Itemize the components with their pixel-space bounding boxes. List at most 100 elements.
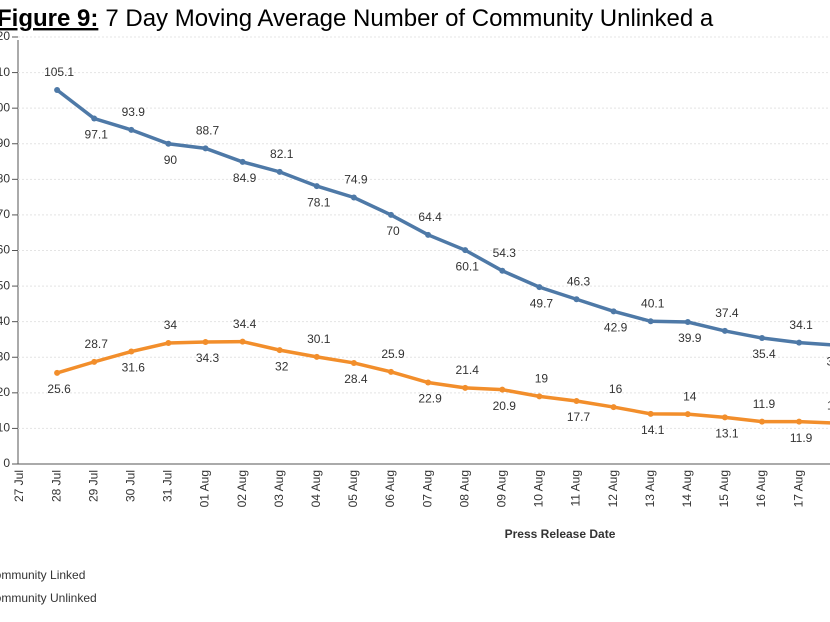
data-label: 17.7: [567, 410, 591, 424]
data-label: 11.9: [753, 397, 776, 411]
point: [462, 247, 469, 254]
chart-title: Figure 9: 7 Day Moving Average Number of …: [0, 5, 714, 32]
data-label: 14: [683, 389, 697, 403]
x-tick-label: 13 Aug: [643, 470, 657, 507]
point: [721, 414, 728, 421]
x-tick-label: 03 Aug: [272, 470, 286, 507]
point: [54, 369, 61, 376]
y-tick-label: 110: [0, 65, 10, 79]
data-label: 42.9: [604, 321, 628, 335]
data-label: 82.1: [270, 147, 294, 161]
point: [536, 393, 543, 400]
data-label: 49.7: [530, 296, 554, 310]
point: [313, 183, 320, 190]
point: [684, 411, 691, 418]
point: [796, 339, 803, 346]
data-label: 32: [275, 359, 289, 373]
data-label: 25.9: [381, 347, 405, 361]
data-label: 54.3: [493, 246, 517, 260]
data-label: 90: [164, 153, 178, 167]
x-tick-label: 07 Aug: [420, 470, 434, 507]
x-tick-label: 02 Aug: [235, 470, 249, 507]
x-tick-label: 30 Jul: [123, 470, 137, 502]
point: [573, 296, 580, 303]
point: [91, 115, 98, 122]
point: [128, 126, 135, 133]
x-tick-label: 11 Aug: [569, 470, 583, 506]
point: [425, 231, 432, 238]
point: [313, 353, 320, 360]
x-tick-label: 01 Aug: [198, 470, 212, 507]
y-tick-label: 0: [3, 456, 10, 470]
point: [54, 87, 61, 94]
point: [239, 338, 246, 345]
data-label: 13.1: [715, 427, 739, 441]
point: [350, 359, 357, 366]
data-label: 34.3: [196, 351, 220, 365]
point: [276, 168, 283, 175]
y-tick-label: 20: [0, 385, 10, 399]
legend-label: Community Linked: [0, 568, 85, 582]
x-tick-label: 27 Jul: [12, 470, 26, 502]
data-label: 22.9: [418, 392, 442, 406]
y-tick-label: 70: [0, 207, 10, 221]
x-tick-label: 29 Jul: [86, 470, 100, 502]
point: [128, 348, 135, 355]
data-label: 35.4: [752, 347, 776, 361]
data-label: 39.9: [678, 331, 702, 345]
y-tick-label: 90: [0, 136, 10, 150]
data-label: 34: [164, 318, 178, 332]
y-tick-label: 80: [0, 172, 10, 186]
data-label: 37.4: [715, 306, 739, 320]
data-label: 19: [535, 372, 549, 386]
point: [759, 418, 765, 425]
point: [796, 418, 803, 425]
point: [239, 158, 246, 165]
x-tick-label: 17 Aug: [791, 470, 805, 507]
x-tick-label: 14 Aug: [680, 470, 694, 507]
point: [388, 211, 394, 218]
x-tick-label: 09 Aug: [494, 470, 508, 507]
point: [684, 319, 691, 326]
y-tick-label: 40: [0, 314, 10, 328]
y-tick-label: 120: [0, 29, 10, 43]
x-axis-label: Press Release Date: [505, 527, 616, 541]
data-label: 30.1: [307, 332, 331, 346]
data-label: 28.4: [344, 372, 368, 386]
data-label: 60.1: [456, 259, 480, 273]
data-label: 21.4: [456, 363, 480, 377]
x-tick-label: 16 Aug: [754, 470, 768, 507]
data-label: 16: [609, 382, 623, 396]
point: [536, 284, 543, 291]
y-tick-label: 30: [0, 349, 10, 363]
data-label: 84.9: [233, 171, 257, 185]
x-tick-label: 28 Jul: [49, 470, 63, 502]
point: [202, 338, 209, 345]
y-tick-label: 50: [0, 278, 10, 292]
point: [276, 347, 283, 354]
point: [721, 327, 728, 334]
point: [499, 386, 506, 393]
point: [573, 398, 580, 405]
data-label: 64.4: [418, 210, 442, 224]
legend-label: Community Unlinked: [0, 591, 97, 605]
data-label: 97.1: [85, 128, 109, 142]
point: [759, 335, 765, 342]
data-label: 105.1: [44, 65, 74, 79]
data-label: 14.1: [641, 423, 665, 437]
x-tick-label: 31 Jul: [161, 470, 175, 502]
point: [462, 384, 469, 391]
point: [202, 145, 209, 152]
point: [499, 267, 506, 274]
x-tick-label: 05 Aug: [346, 470, 360, 507]
data-label: 20.9: [493, 399, 517, 413]
point: [350, 194, 357, 201]
title-text: 7 Day Moving Average Number of Community…: [105, 5, 713, 32]
data-label: 11.5: [827, 398, 830, 412]
series-line: [56, 88, 830, 347]
x-tick-label: 08 Aug: [457, 470, 471, 507]
x-tick-label: 04 Aug: [309, 470, 323, 507]
point: [647, 318, 654, 325]
y-tick-label: 60: [0, 243, 10, 257]
point: [610, 308, 617, 315]
